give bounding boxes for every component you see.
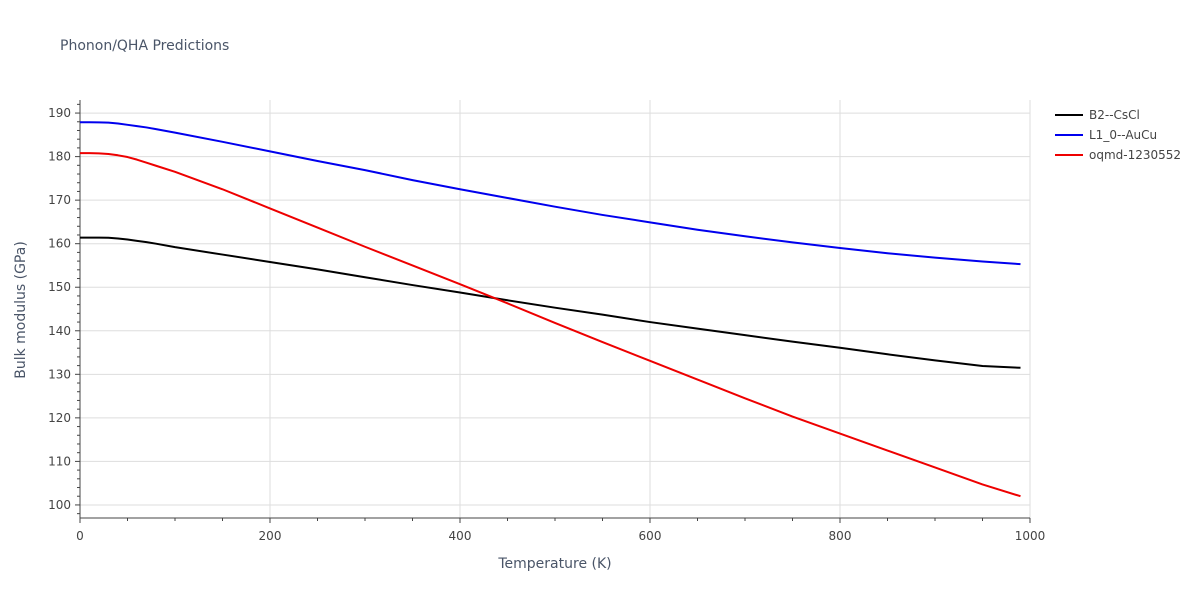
chart-title: Phonon/QHA Predictions <box>60 38 229 54</box>
y-tick-label: 180 <box>48 150 71 164</box>
legend-label: oqmd-1230552 <box>1089 148 1181 162</box>
y-tick-label: 150 <box>48 280 71 294</box>
grid <box>80 100 1031 518</box>
x-tick-label: 400 <box>449 529 472 543</box>
y-tick-label: 100 <box>48 498 71 512</box>
x-tick-label: 600 <box>639 529 662 543</box>
y-axis-title: Bulk modulus (GPa) <box>13 241 29 379</box>
x-tick-label: 200 <box>259 529 282 543</box>
axes: 0 200 400 600 800 1000 100 110 120 130 140 150 160 17… <box>48 100 1045 543</box>
y-tick-label: 170 <box>48 193 71 207</box>
legend[interactable]: B2--CsCl L1_0--AuCu oqmd-1230552 <box>1055 108 1181 162</box>
y-tick-label: 140 <box>48 324 71 338</box>
y-tick-label: 110 <box>48 454 71 468</box>
series-line-L1_0--AuCu[interactable] <box>80 121 1021 266</box>
y-tick-label: 190 <box>48 106 71 120</box>
x-tick-label: 0 <box>76 529 84 543</box>
series-line-B2--CsCl[interactable] <box>80 236 1021 369</box>
series-line-oqmd-1230552[interactable] <box>80 152 1021 498</box>
x-tick-label: 1000 <box>1015 529 1046 543</box>
legend-label: L1_0--AuCu <box>1089 128 1157 142</box>
y-tick-label: 120 <box>48 411 71 425</box>
legend-item[interactable]: L1_0--AuCu <box>1055 128 1157 142</box>
legend-item[interactable]: B2--CsCl <box>1055 108 1140 122</box>
x-tick-label: 800 <box>829 529 852 543</box>
y-tick-label: 130 <box>48 367 71 381</box>
plot-area <box>80 121 1021 498</box>
legend-label: B2--CsCl <box>1089 108 1140 122</box>
legend-item[interactable]: oqmd-1230552 <box>1055 148 1181 162</box>
y-tick-label: 160 <box>48 237 71 251</box>
x-axis-title: Temperature (K) <box>497 556 611 572</box>
